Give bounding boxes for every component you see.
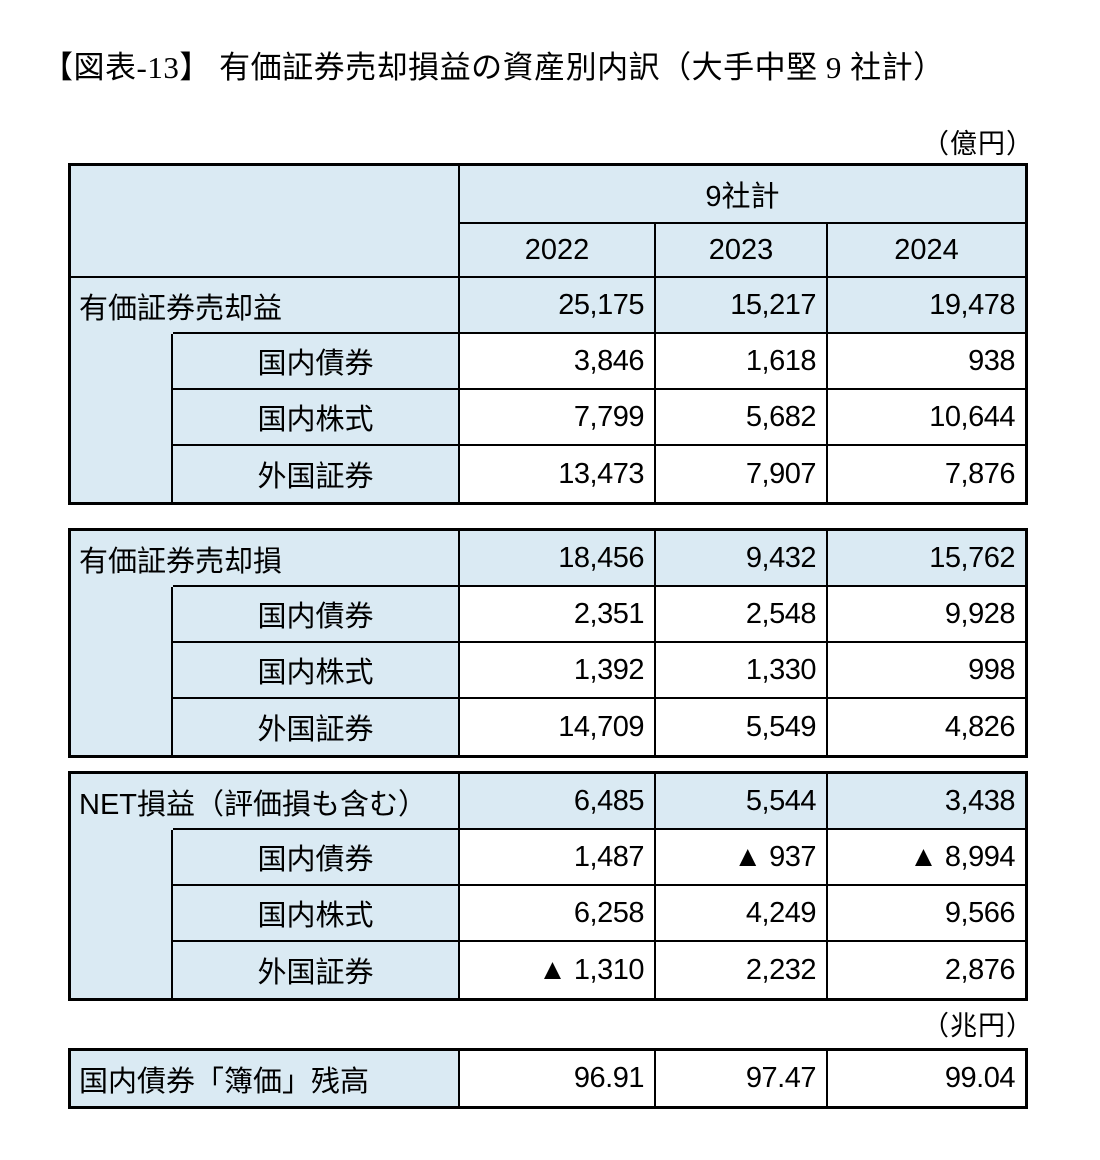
value-cell: 1,392 [460,643,656,699]
year-header-2023: 2023 [656,224,828,278]
unit-label-cho-yen: （兆円） [922,1011,1034,1041]
figure-title: 【図表-13】 有価証券売却損益の資産別内訳（大手中堅 9 社計） [42,50,945,85]
value-cell: 9,928 [828,587,1025,643]
value-cell: 7,799 [460,390,656,446]
section-label-filler [173,531,460,587]
year-header-2024: 2024 [828,224,1025,278]
value-cell: 1,330 [656,643,828,699]
corner-cell [71,166,460,278]
value-cell: 15,762 [828,531,1025,587]
section-label-losses: 有価証券売却損 [71,531,282,587]
value-cell: 7,876 [828,446,1025,502]
row-label-bookvalue-balance: 国内債券「簿価」残高 [71,1051,460,1106]
value-cell: 14,709 [460,699,656,755]
row-label-domestic-stocks: 国内株式 [173,886,460,942]
value-cell: 2,876 [828,942,1025,998]
row-label-foreign-securities: 外国証券 [173,699,460,755]
value-cell: 5,544 [656,774,828,830]
value-cell-negative: ▲ 1,310 [460,942,656,998]
row-label-foreign-securities: 外国証券 [173,942,460,998]
value-cell: 18,456 [460,531,656,587]
section-label-net: NET損益（評価損も含む） [71,774,427,830]
value-cell: 3,438 [828,774,1025,830]
value-cell: 13,473 [460,446,656,502]
value-cell: 6,258 [460,886,656,942]
value-cell: 2,351 [460,587,656,643]
row-label-foreign-securities: 外国証券 [173,446,460,502]
value-cell: 5,549 [656,699,828,755]
value-cell: 4,826 [828,699,1025,755]
table-losses-section: 有価証券売却損 18,456 9,432 15,762 国内債券 2,351 2… [68,528,1028,758]
value-cell: 5,682 [656,390,828,446]
section-label-gains: 有価証券売却益 [71,278,282,334]
table-net-section: NET損益（評価損も含む） 6,485 5,544 3,438 国内債券 1,4… [68,771,1028,1001]
indent-strip [71,334,173,502]
value-cell: 1,618 [656,334,828,390]
unit-label-oku-yen: （億円） [922,129,1034,159]
value-cell-negative: ▲ 937 [656,830,828,886]
value-cell: 7,907 [656,446,828,502]
section-label-filler [173,278,460,334]
value-cell: 2,548 [656,587,828,643]
value-cell: 6,485 [460,774,656,830]
value-cell: 15,217 [656,278,828,334]
value-cell: 10,644 [828,390,1025,446]
value-cell: 96.91 [460,1051,656,1106]
row-label-domestic-bonds: 国内債券 [173,830,460,886]
value-cell: 9,432 [656,531,828,587]
value-cell: 97.47 [656,1051,828,1106]
value-cell: 99.04 [828,1051,1025,1106]
year-header-2022: 2022 [460,224,656,278]
row-label-domestic-bonds: 国内債券 [173,587,460,643]
value-cell: 2,232 [656,942,828,998]
value-cell: 3,846 [460,334,656,390]
table-bookvalue-row: 国内債券「簿価」残高 96.91 97.47 99.04 [68,1048,1028,1109]
value-cell: 9,566 [828,886,1025,942]
group-header-cell: 9社計 [460,166,1025,224]
row-label-domestic-bonds: 国内債券 [173,334,460,390]
value-cell: 1,487 [460,830,656,886]
value-cell: 19,478 [828,278,1025,334]
indent-strip [71,587,173,755]
row-label-domestic-stocks: 国内株式 [173,643,460,699]
value-cell: 998 [828,643,1025,699]
row-label-domestic-stocks: 国内株式 [173,390,460,446]
table-gains-section: 9社計 2022 2023 2024 有価証券売却益 25,175 15,217… [68,163,1028,505]
value-cell: 938 [828,334,1025,390]
indent-strip [71,830,173,998]
value-cell-negative: ▲ 8,994 [828,830,1025,886]
value-cell: 4,249 [656,886,828,942]
value-cell: 25,175 [460,278,656,334]
section-label-filler [173,774,460,830]
